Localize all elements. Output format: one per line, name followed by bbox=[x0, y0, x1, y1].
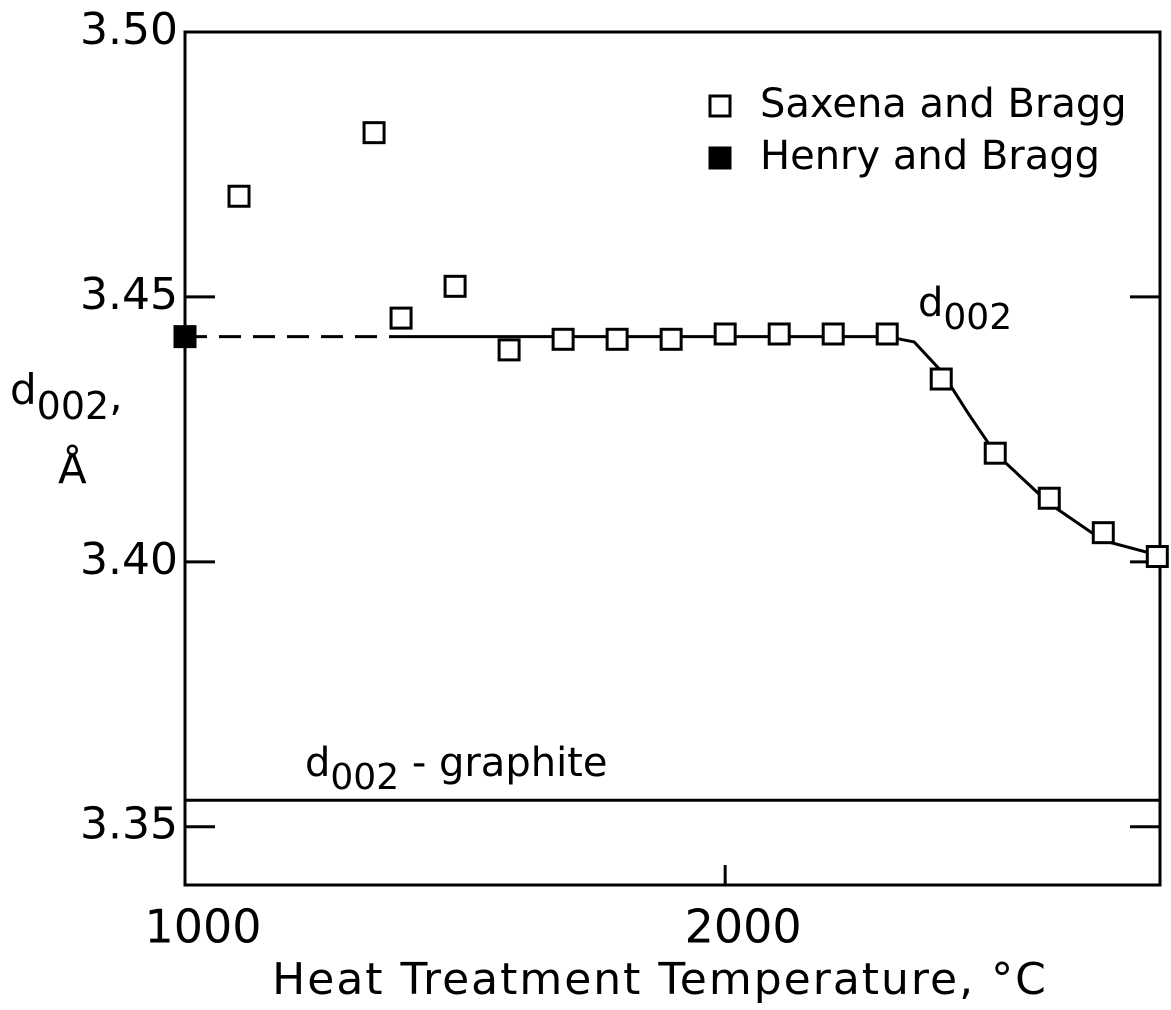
y-tick-label: 3.45 bbox=[80, 269, 178, 320]
legend-label: Saxena and Bragg bbox=[760, 81, 1127, 127]
y-label-rest: , bbox=[109, 371, 122, 420]
curve-label-main: d bbox=[918, 280, 943, 326]
marker bbox=[173, 325, 197, 349]
y-tick-label: 3.35 bbox=[80, 799, 178, 850]
curve-label-sub: 002 bbox=[943, 297, 1012, 338]
marker bbox=[362, 121, 386, 145]
legend-marker bbox=[708, 146, 732, 170]
y-axis-label: d002, bbox=[10, 365, 123, 428]
marker bbox=[497, 338, 521, 362]
x-tick-label: 1000 bbox=[144, 900, 261, 954]
x-tick-label: 2000 bbox=[685, 900, 802, 954]
marker bbox=[1037, 486, 1061, 510]
reference-label: d002 - graphite bbox=[305, 740, 607, 798]
marker bbox=[551, 327, 575, 351]
y-tick-label: 3.40 bbox=[80, 534, 178, 585]
legend-marker bbox=[708, 94, 732, 118]
marker bbox=[821, 322, 845, 346]
marker bbox=[1091, 521, 1115, 545]
marker bbox=[389, 306, 413, 330]
marker bbox=[875, 322, 899, 346]
ref-label-rest: - graphite bbox=[399, 740, 607, 786]
y-label-main: d bbox=[10, 365, 37, 414]
plot-frame bbox=[183, 30, 1162, 887]
marker bbox=[983, 441, 1007, 465]
fit-curve bbox=[401, 335, 1158, 557]
marker bbox=[227, 184, 251, 208]
marker bbox=[929, 367, 953, 391]
marker bbox=[713, 322, 737, 346]
legend-label: Henry and Bragg bbox=[760, 133, 1100, 179]
marker bbox=[659, 327, 683, 351]
marker bbox=[767, 322, 791, 346]
ref-label-main: d bbox=[305, 740, 330, 786]
marker bbox=[605, 327, 629, 351]
ref-label-sub: 002 bbox=[330, 757, 399, 798]
curve-label: d002 bbox=[918, 280, 1012, 338]
y-tick-label: 3.50 bbox=[80, 4, 178, 55]
x-axis-label: Heat Treatment Temperature, °C bbox=[272, 954, 1048, 1005]
y-axis-unit: Å bbox=[58, 444, 87, 494]
marker bbox=[443, 274, 467, 298]
y-label-sub: 002 bbox=[37, 384, 110, 428]
marker bbox=[1145, 545, 1169, 569]
